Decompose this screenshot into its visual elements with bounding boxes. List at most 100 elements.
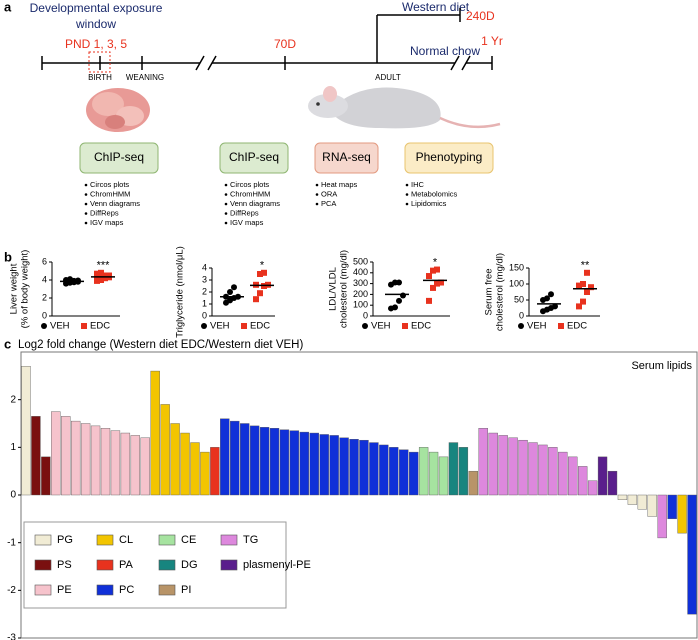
chow-label: Normal chow	[410, 44, 480, 58]
method-item: ChromHMM	[90, 189, 130, 198]
bar	[230, 420, 240, 496]
y-tick-label: 50	[514, 294, 524, 304]
y-tick-label: 300	[353, 278, 368, 288]
bar	[677, 494, 687, 534]
bar	[100, 428, 111, 496]
legend-swatch	[220, 559, 238, 571]
method-box	[79, 142, 159, 174]
data-point	[588, 284, 594, 291]
data-point	[400, 292, 406, 299]
bar	[438, 456, 449, 496]
bar	[568, 456, 578, 496]
method-item: ORA	[321, 189, 337, 198]
bar	[359, 439, 369, 496]
exposure-box	[88, 51, 111, 73]
bar	[478, 428, 488, 496]
y-tick-label: 3	[202, 274, 207, 284]
legend-marker	[201, 323, 207, 329]
y-tick-label: 400	[353, 267, 368, 277]
data-point	[75, 277, 81, 284]
data-point	[94, 277, 100, 284]
y-tick-label: 150	[509, 262, 524, 272]
bullet	[84, 193, 88, 196]
bar	[627, 494, 638, 505]
method-item: DiffReps	[230, 208, 259, 217]
bar	[409, 451, 419, 496]
bar	[240, 423, 250, 496]
bullet	[84, 212, 88, 215]
data-point	[392, 304, 398, 311]
legend-label: PE	[57, 584, 72, 596]
bar	[617, 494, 628, 500]
bar	[200, 451, 210, 496]
legend-swatch	[96, 559, 114, 571]
bar	[140, 437, 150, 496]
bar	[190, 442, 200, 496]
bullet	[224, 193, 228, 196]
method-title: RNA-seq	[322, 150, 371, 164]
legend-label: VEH	[371, 321, 391, 332]
method-item: IGV maps	[230, 218, 264, 227]
method-title: ChIP-seq	[229, 150, 279, 164]
bullet	[315, 183, 319, 187]
bar	[220, 418, 230, 496]
year-label: 1 Yr	[481, 34, 503, 48]
bar	[170, 423, 180, 496]
data-point	[438, 279, 444, 286]
method-box	[404, 142, 494, 174]
bar	[657, 494, 667, 539]
data-point	[584, 269, 590, 276]
bullet	[84, 183, 88, 187]
legend-label: CL	[119, 534, 133, 546]
bar	[249, 425, 260, 496]
legend-label: TG	[243, 534, 258, 546]
bullet	[84, 202, 88, 206]
data-point	[102, 272, 108, 279]
legend-swatch	[158, 584, 176, 596]
significance: **	[581, 260, 590, 272]
legend-label: EDC	[250, 321, 270, 332]
data-point	[434, 266, 440, 273]
bullet	[224, 212, 228, 215]
data-point	[98, 277, 104, 283]
bullet	[405, 202, 409, 206]
method-title: Phenotyping	[416, 150, 483, 164]
legend-label: PS	[57, 559, 72, 571]
legend-marker	[558, 323, 564, 329]
legend-swatch	[158, 559, 176, 571]
method-title: ChIP-seq	[94, 150, 144, 164]
bar	[528, 442, 538, 496]
y-tick-label: 200	[353, 289, 368, 299]
data-point	[396, 297, 402, 304]
bar	[329, 435, 339, 496]
bar	[31, 416, 41, 496]
data-point	[426, 297, 432, 304]
bar	[458, 447, 469, 496]
method-item: IHC	[411, 180, 425, 189]
method-item: Lipidomics	[411, 199, 447, 208]
bullet	[84, 221, 88, 225]
significance: *	[260, 260, 265, 272]
data-point	[544, 295, 550, 302]
method-item: Venn diagrams	[230, 199, 280, 208]
y-tick-label: 0	[42, 310, 47, 320]
day-label: 240D	[466, 9, 495, 23]
method-item: ChromHMM	[230, 189, 270, 198]
bar	[80, 423, 91, 496]
bullet	[315, 193, 319, 196]
y-tick-label: 0	[10, 490, 16, 501]
y-tick-label: 2	[42, 292, 47, 302]
bar	[498, 435, 508, 496]
window-label: Developmental exposure	[30, 1, 163, 15]
data-point	[106, 272, 112, 279]
y-axis-label: (% of body weight)	[20, 250, 31, 329]
legend-label: VEH	[50, 321, 70, 332]
bar	[279, 429, 290, 496]
method-item: IGV maps	[90, 218, 124, 227]
legend-marker	[402, 323, 408, 329]
legend-box	[23, 521, 287, 609]
data-point	[580, 281, 586, 287]
bar	[259, 427, 270, 496]
y-tick-label: 4	[42, 274, 47, 284]
bar	[587, 480, 598, 496]
